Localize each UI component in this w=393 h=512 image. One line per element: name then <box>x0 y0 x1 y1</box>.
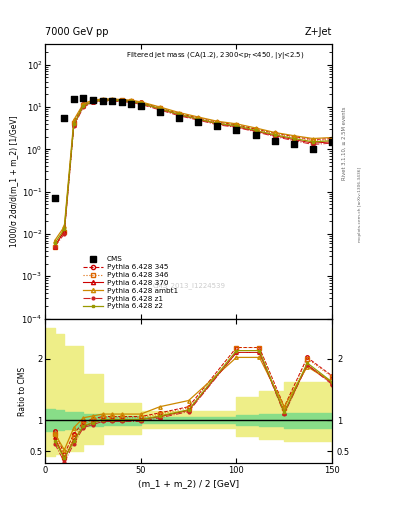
Point <box>291 140 297 148</box>
Point <box>233 126 240 135</box>
Legend: CMS, Pythia 6.428 345, Pythia 6.428 346, Pythia 6.428 370, Pythia 6.428 ambt1, P: CMS, Pythia 6.428 345, Pythia 6.428 346,… <box>83 256 178 309</box>
Point <box>109 97 115 105</box>
Point <box>51 194 58 202</box>
Point <box>310 145 316 154</box>
Point <box>71 95 77 103</box>
Point <box>195 118 201 126</box>
Point <box>138 102 144 110</box>
Point <box>119 98 125 106</box>
Point <box>176 114 182 122</box>
Point <box>157 108 163 116</box>
Y-axis label: Ratio to CMS: Ratio to CMS <box>18 367 26 416</box>
X-axis label: (m_1 + m_2) / 2 [GeV]: (m_1 + m_2) / 2 [GeV] <box>138 479 239 488</box>
Point <box>80 94 86 102</box>
Y-axis label: 1000/σ 2dσ/d(m_1 + m_2) [1/GeV]: 1000/σ 2dσ/d(m_1 + m_2) [1/GeV] <box>9 115 18 247</box>
Text: Z+Jet: Z+Jet <box>305 27 332 37</box>
Point <box>128 99 134 108</box>
Point <box>99 97 106 105</box>
Point <box>329 138 335 146</box>
Text: mcplots.cern.ch [arXiv:1306.3436]: mcplots.cern.ch [arXiv:1306.3436] <box>358 167 362 242</box>
Point <box>61 114 68 122</box>
Point <box>214 122 220 131</box>
Text: Rivet 3.1.10, ≥ 2.5M events: Rivet 3.1.10, ≥ 2.5M events <box>342 106 347 180</box>
Point <box>90 95 96 103</box>
Text: 7000 GeV pp: 7000 GeV pp <box>45 27 109 37</box>
Point <box>272 137 278 145</box>
Text: CMS_2013_I1224539: CMS_2013_I1224539 <box>152 282 225 289</box>
Point <box>252 131 259 139</box>
Text: Filtered jet mass (CA(1.2), 2300<p$_\mathregular{T}$<450, |y|<2.5): Filtered jet mass (CA(1.2), 2300<p$_\mat… <box>125 50 304 61</box>
